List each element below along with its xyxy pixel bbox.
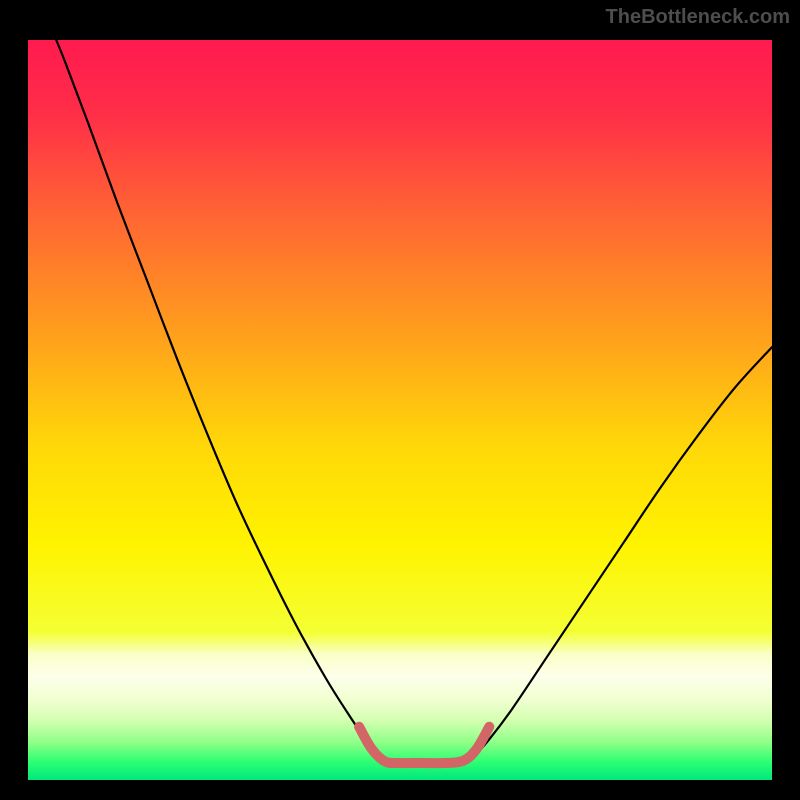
chart-canvas xyxy=(0,0,800,800)
watermark-label: TheBottleneck.com xyxy=(606,6,790,29)
bottleneck-chart: TheBottleneck.com xyxy=(0,0,800,800)
